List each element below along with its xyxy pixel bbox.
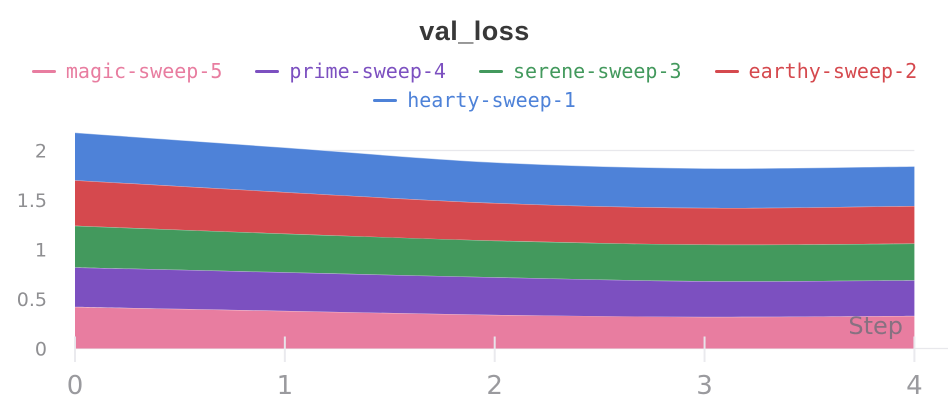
legend-item-prime-sweep-4[interactable]: prime-sweep-4 (255, 58, 446, 84)
band-edge (74, 132, 915, 169)
chart-legend: magic-sweep-5 prime-sweep-4 serene-sweep-3… (0, 58, 949, 113)
area-band-earthy-sweep-2[interactable] (75, 180, 915, 245)
x-tick-label: 4 (906, 371, 923, 401)
legend-label: serene-sweep-3 (512, 59, 682, 83)
legend-label: magic-sweep-5 (65, 59, 223, 83)
legend-item-hearty-sweep-1[interactable]: hearty-sweep-1 (373, 87, 576, 113)
legend-dash-icon (373, 98, 398, 102)
legend-label: prime-sweep-4 (289, 59, 446, 83)
legend-row: magic-sweep-5 prime-sweep-4 serene-sweep-3… (31, 58, 918, 84)
chart-title: val_loss (419, 16, 530, 46)
y-tick-label: 1.5 (17, 190, 47, 212)
y-tick-label: 2 (35, 141, 47, 163)
legend-dash-icon (31, 69, 56, 73)
legend-item-earthy-sweep-2[interactable]: earthy-sweep-2 (714, 58, 918, 84)
x-tick-label: 2 (486, 371, 503, 401)
legend-label: hearty-sweep-1 (407, 88, 576, 112)
y-tick-label: 0.5 (17, 289, 47, 311)
legend-item-magic-sweep-5[interactable]: magic-sweep-5 (31, 58, 223, 84)
legend-row: hearty-sweep-1 (373, 87, 576, 113)
area-band-serene-sweep-3[interactable] (75, 225, 915, 282)
x-tick-label: 0 (67, 371, 84, 401)
legend-dash-icon (255, 69, 280, 73)
y-tick-label: 0 (35, 339, 47, 361)
x-axis-title: Step (848, 312, 903, 340)
legend-dash-icon (478, 69, 503, 73)
x-tick-label: 1 (277, 371, 294, 401)
y-tick-label: 1 (35, 240, 47, 262)
x-tick-label: 3 (696, 371, 713, 401)
area-band-prime-sweep-4[interactable] (75, 267, 915, 317)
legend-dash-icon (714, 69, 739, 73)
legend-label: earthy-sweep-2 (748, 59, 918, 83)
legend-item-serene-sweep-3[interactable]: serene-sweep-3 (478, 58, 682, 84)
area-band-hearty-sweep-1[interactable] (75, 132, 915, 208)
